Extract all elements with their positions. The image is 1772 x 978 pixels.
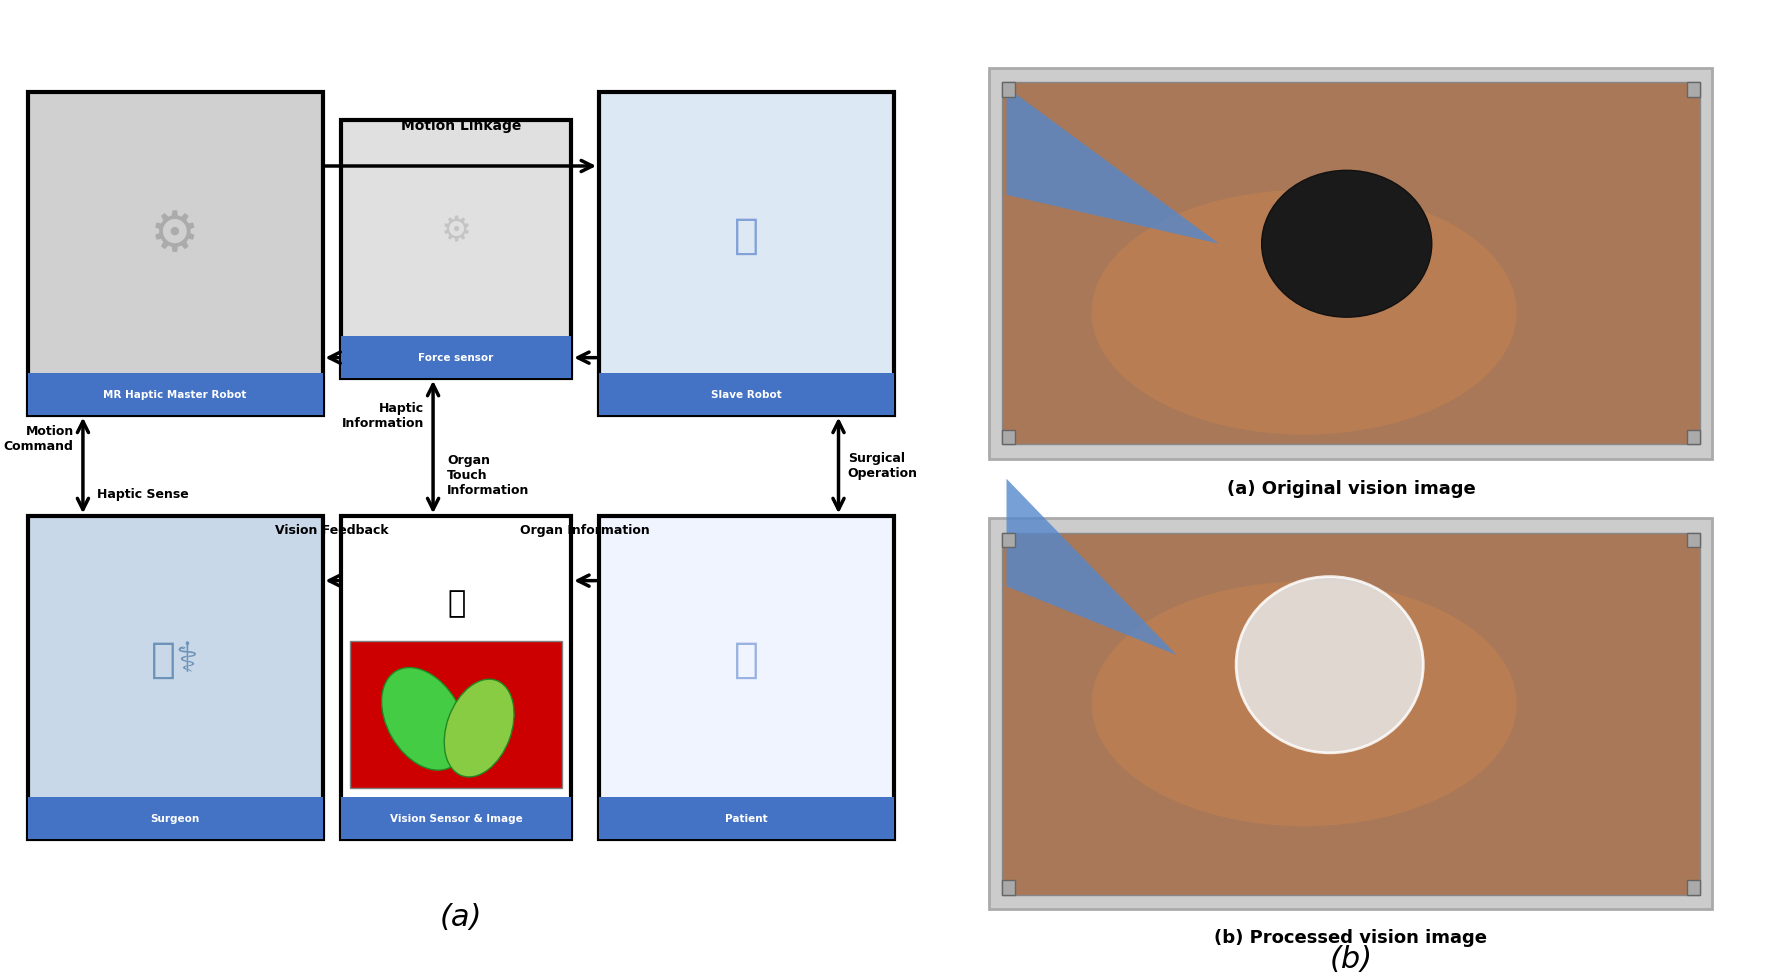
Ellipse shape [1092,191,1517,435]
Text: (a) Original vision image: (a) Original vision image [1226,480,1476,498]
FancyBboxPatch shape [28,93,323,416]
FancyBboxPatch shape [1687,533,1699,548]
Polygon shape [1006,88,1219,244]
FancyBboxPatch shape [989,68,1712,460]
FancyBboxPatch shape [28,374,323,416]
FancyBboxPatch shape [989,518,1712,910]
Text: (b) Processed vision image: (b) Processed vision image [1214,928,1487,946]
Text: ⚙: ⚙ [441,214,471,248]
Text: Haptic Sense: Haptic Sense [97,487,188,500]
Text: ⚙: ⚙ [151,209,200,263]
Text: Surgical
Operation: Surgical Operation [847,452,918,480]
Text: (a): (a) [439,903,482,931]
FancyBboxPatch shape [1003,430,1015,445]
Ellipse shape [1262,171,1432,318]
Text: Motion
Command: Motion Command [4,424,74,453]
Text: Motion Linkage: Motion Linkage [400,118,521,132]
Polygon shape [1006,479,1177,655]
FancyBboxPatch shape [28,516,323,839]
FancyBboxPatch shape [340,337,571,378]
Text: Organ
Touch
Information: Organ Touch Information [447,454,530,497]
FancyBboxPatch shape [599,797,893,839]
Text: Vision Feedback: Vision Feedback [275,524,388,537]
FancyBboxPatch shape [599,93,893,416]
Text: Haptic
Information: Haptic Information [342,401,424,429]
Ellipse shape [381,668,466,771]
FancyBboxPatch shape [1687,430,1699,445]
FancyBboxPatch shape [1003,83,1699,445]
FancyBboxPatch shape [340,121,571,378]
FancyBboxPatch shape [1003,880,1015,895]
FancyBboxPatch shape [1003,83,1015,98]
FancyBboxPatch shape [1003,533,1015,548]
Text: Slave Robot: Slave Robot [711,389,781,400]
Text: Vision Sensor & Image: Vision Sensor & Image [390,813,523,823]
FancyBboxPatch shape [340,516,571,839]
Text: 📷: 📷 [447,589,466,618]
FancyBboxPatch shape [351,641,562,788]
Text: 🏥: 🏥 [734,639,758,681]
Text: Surgeon: Surgeon [151,813,200,823]
FancyBboxPatch shape [599,516,893,839]
Text: Force sensor: Force sensor [418,353,494,363]
FancyBboxPatch shape [1687,880,1699,895]
FancyBboxPatch shape [1687,83,1699,98]
Text: Organ Information: Organ Information [521,524,650,537]
FancyBboxPatch shape [599,374,893,416]
Ellipse shape [1092,582,1517,826]
FancyBboxPatch shape [340,797,571,839]
Text: 🤖: 🤖 [734,215,758,257]
FancyBboxPatch shape [1003,533,1699,895]
Ellipse shape [445,680,514,778]
Text: (b): (b) [1329,944,1373,973]
Text: 👨‍⚕️: 👨‍⚕️ [151,639,198,681]
Text: Patient: Patient [725,813,767,823]
FancyBboxPatch shape [28,797,323,839]
Ellipse shape [1237,577,1423,753]
Text: MR Haptic Master Robot: MR Haptic Master Robot [103,389,246,400]
